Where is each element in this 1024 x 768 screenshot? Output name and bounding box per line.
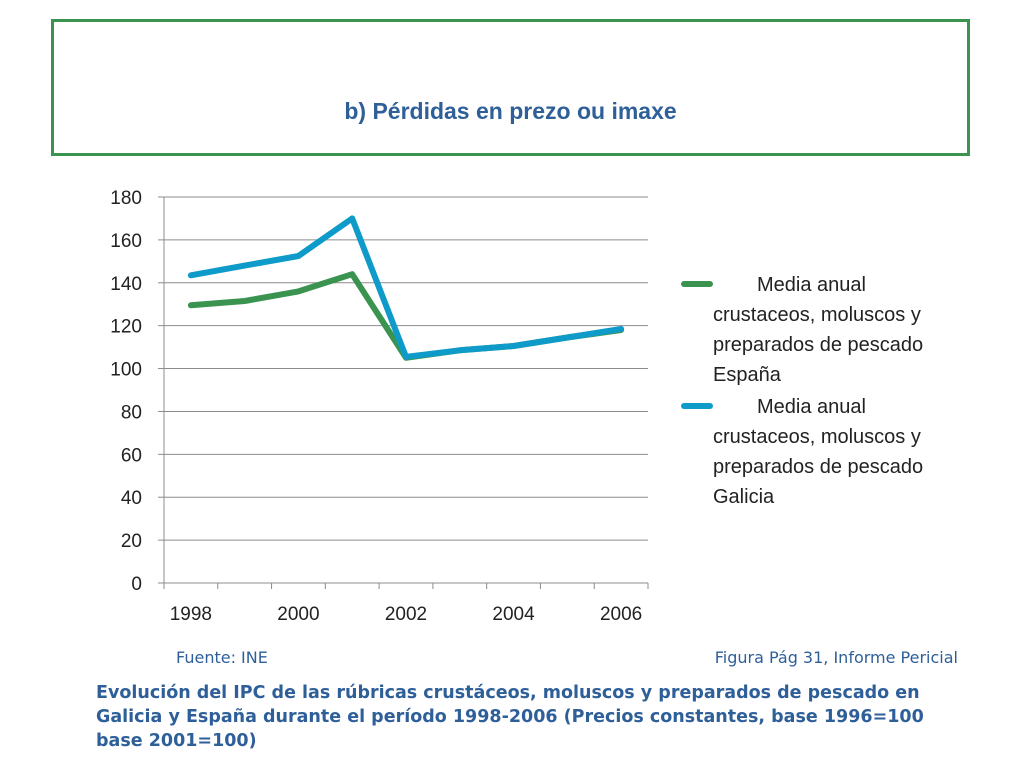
y-tick-label-40: 40 bbox=[121, 488, 142, 509]
x-tick-label-2000: 2000 bbox=[277, 604, 319, 625]
x-tick-label-2002: 2002 bbox=[385, 604, 427, 625]
x-tick-label-1998: 1998 bbox=[170, 604, 212, 625]
source-label: Fuente: INE bbox=[176, 648, 268, 667]
grid-lines bbox=[164, 196, 648, 541]
y-tick-label-160: 160 bbox=[110, 231, 142, 252]
y-tick-label-100: 100 bbox=[110, 360, 142, 381]
y-tick-label-20: 20 bbox=[121, 531, 142, 552]
x-tick-label-2004: 2004 bbox=[492, 604, 535, 625]
title-box: b) Pérdidas en prezo ou imaxe bbox=[51, 19, 970, 156]
axes bbox=[158, 196, 649, 589]
series-lines bbox=[187, 215, 625, 361]
series-line-espana bbox=[187, 271, 625, 361]
series-line-galicia bbox=[187, 215, 625, 360]
legend-label-espana: Media anual crustaceos, moluscos y prepa… bbox=[713, 274, 924, 386]
legend-swatch-espana bbox=[681, 281, 713, 287]
figure-reference: Figura Pág 31, Informe Pericial bbox=[714, 648, 958, 667]
chart-title: b) Pérdidas en prezo ou imaxe bbox=[344, 98, 677, 124]
legend-swatch-galicia bbox=[681, 403, 713, 409]
legend-item-galicia: Media anual crustaceos, moluscos y prepa… bbox=[678, 392, 968, 512]
legend-label-galicia: Media anual crustaceos, moluscos y prepa… bbox=[713, 396, 924, 508]
y-tick-label-0: 0 bbox=[131, 574, 142, 595]
y-tick-label-120: 120 bbox=[110, 317, 142, 338]
figure-caption: Evolución del IPC de las rúbricas crustá… bbox=[96, 683, 924, 751]
x-tick-label-2006: 2006 bbox=[600, 604, 642, 625]
y-tick-label-60: 60 bbox=[121, 445, 142, 466]
y-tick-label-180: 180 bbox=[110, 188, 142, 209]
tick-labels: 0 20 40 60 80 100 120 140 160 180 1998 2000 2002 2004… bbox=[110, 188, 642, 625]
y-tick-label-80: 80 bbox=[121, 402, 142, 423]
y-tick-label-140: 140 bbox=[110, 274, 142, 295]
legend-item-espana: Media anual crustaceos, moluscos y prepa… bbox=[678, 270, 968, 390]
